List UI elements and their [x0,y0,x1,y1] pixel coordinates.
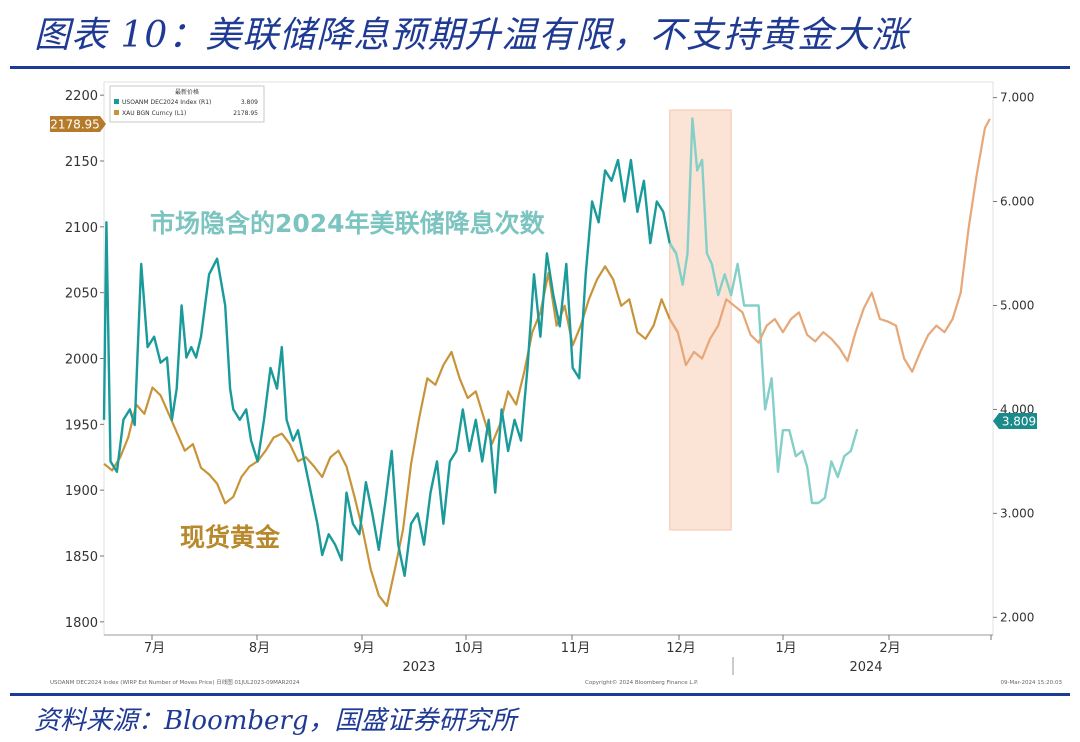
legend-swatch-gold [114,110,119,115]
left-tick-label: 2100 [65,221,98,236]
rate-series-line [102,158,678,577]
year-label-2024: 2024 [849,660,882,675]
rate-series-highlight-segment [668,117,859,505]
month-tick-label: 7月 [144,641,165,656]
month-tick-label: 11月 [561,641,591,656]
chart-footer-left: USOANM DEC2024 Index (WIRP Est Number of… [50,678,300,686]
left-tick-label: 2200 [65,89,98,104]
right-tick-label: 3.000 [1000,506,1034,520]
rate-series-label: 市场隐含的2024年美联储降息次数 [150,209,545,238]
month-tick-label: 9月 [353,641,374,656]
title-divider [10,66,1070,69]
last-rate-marker: 3.809 [993,413,1037,429]
month-tick-label: 12月 [666,641,696,656]
legend-entry-rate: USOANM DEC2024 Index (R1) [122,99,211,106]
month-tick-label: 1月 [775,641,796,656]
legend-box: 最新价格 USOANM DEC2024 Index (R1) 3.809 XAU… [109,85,265,123]
source-note: 资料来源：Bloomberg，国盛证券研究所 [34,706,517,736]
left-tick-label: 1900 [65,484,98,499]
right-tick-label: 2.000 [1000,610,1034,624]
right-tick-label: 5.000 [1000,298,1034,312]
page-title: 图表 10：美联储降息预期升温有限，不支持黄金大涨 [34,15,909,56]
legend-swatch-rate [114,99,119,104]
legend-title: 最新价格 [175,88,199,96]
last-rate-value: 3.809 [1002,415,1036,429]
footer-divider [10,693,1070,696]
gold-series-highlight-segment [668,118,991,373]
highlight-region [669,109,732,531]
year-label-2023: 2023 [402,660,435,675]
left-tick-label: 1800 [65,616,98,631]
right-tick-label: 4.000 [1000,402,1034,416]
left-tick-label: 1850 [65,550,98,565]
right-tick-label: 6.000 [1000,195,1034,209]
chart-footer-right: 09-Mar-2024 15:20:03 [1001,680,1063,686]
left-tick-label: 2000 [65,353,98,368]
left-tick-label: 1950 [65,418,98,433]
gold-series-label: 现货黄金 [180,523,281,552]
month-tick-label: 10月 [454,641,484,656]
chart-footer-mid: Copyright© 2024 Bloomberg Finance L.P. [585,679,699,686]
last-gold-marker: 2178.95 [50,116,106,132]
left-tick-label: 2150 [65,155,98,170]
last-gold-value: 2178.95 [50,118,100,132]
month-tick-label: 8月 [249,641,270,656]
right-tick-label: 7.000 [1000,91,1034,105]
month-tick-label: 2月 [879,641,900,656]
legend-entry-gold: XAU BGN Curncy (L1) [122,110,186,117]
legend-value-rate: 3.809 [241,99,258,106]
legend-value-gold: 2178.95 [233,110,258,117]
left-tick-label: 2050 [65,287,98,302]
